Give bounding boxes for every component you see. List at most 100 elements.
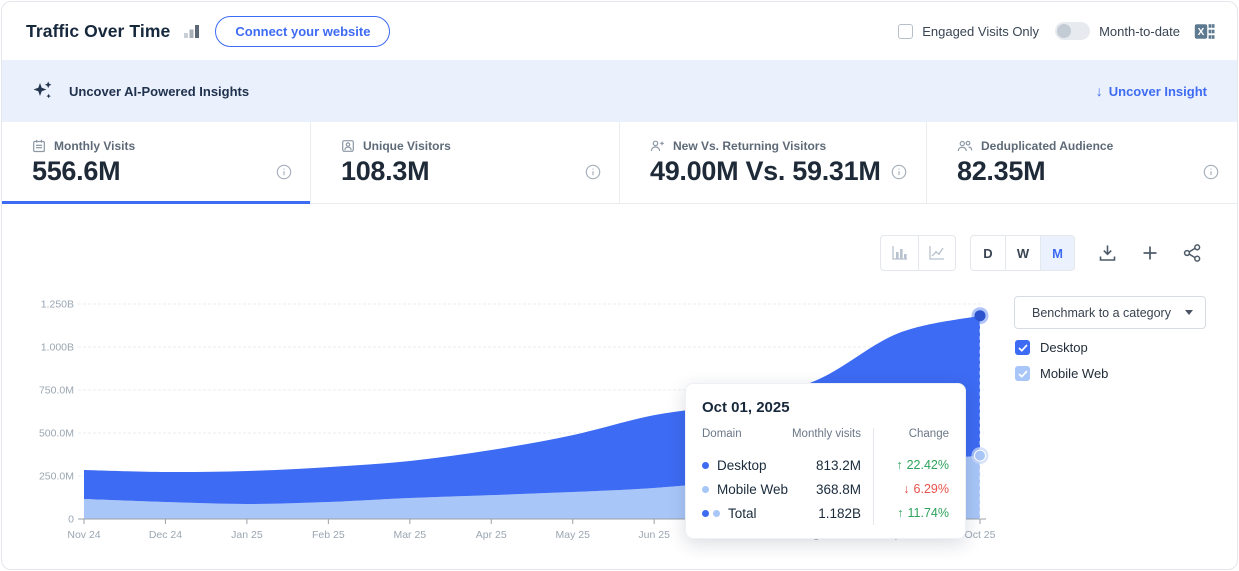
- chevron-down-icon: [1185, 310, 1193, 315]
- engaged-visits-label: Engaged Visits Only: [922, 23, 1040, 39]
- legend-label: Desktop: [1040, 340, 1088, 355]
- svg-text:Mar 25: Mar 25: [393, 529, 426, 541]
- svg-text:Feb 25: Feb 25: [312, 529, 345, 541]
- tooltip-row-name: Desktop: [717, 457, 767, 473]
- bar-chart-type-button[interactable]: [880, 235, 918, 271]
- legend-item-mobile-web[interactable]: Mobile Web: [1015, 365, 1108, 382]
- svg-text:Nov 24: Nov 24: [67, 529, 100, 541]
- svg-text:X: X: [1198, 27, 1205, 38]
- granularity-daily-button[interactable]: D: [970, 235, 1005, 271]
- tooltip-body: Domain Monthly visits Desktop 813.2M Mob…: [702, 428, 949, 525]
- user-plus-icon: [650, 139, 665, 153]
- metric-value: 108.3M: [341, 156, 430, 186]
- page-title: Traffic Over Time: [26, 20, 171, 41]
- toggle-knob: [1057, 24, 1072, 38]
- metric-label-row: Unique Visitors: [341, 139, 601, 153]
- line-chart-type-button[interactable]: [918, 235, 956, 271]
- metric-card-unique-visitors[interactable]: Unique Visitors 108.3M: [311, 122, 620, 203]
- tooltip-change-total: ↑ 11.74%: [897, 506, 949, 520]
- tooltip-change-mobile-web: ↓ 6.29%: [903, 482, 949, 496]
- svg-text:Oct 25: Oct 25: [965, 529, 996, 541]
- up-arrow-icon: ↑: [896, 458, 903, 472]
- tooltip-row-visits: 1.182B: [818, 505, 861, 521]
- metric-value-row: 108.3M: [341, 156, 601, 187]
- info-icon[interactable]: [276, 164, 292, 180]
- legend-label: Mobile Web: [1040, 366, 1109, 381]
- tooltip-col-change: Change: [908, 428, 949, 440]
- svg-text:Jun 25: Jun 25: [638, 529, 670, 541]
- svg-text:500.0M: 500.0M: [39, 428, 74, 440]
- header-right: Engaged Visits Only Month-to-date X: [898, 22, 1215, 41]
- tooltip-row-total: Total 1.182B: [702, 501, 861, 525]
- tooltip-col-domain: Domain: [702, 428, 742, 440]
- svg-text:0: 0: [68, 514, 74, 526]
- chart-section: D W M: [2, 204, 1237, 569]
- mobile-web-dot: [702, 485, 709, 493]
- down-arrow-icon: ↓: [903, 482, 910, 496]
- metric-value-row: 49.00M Vs. 59.31M: [650, 156, 908, 187]
- metric-card-new-vs-returning[interactable]: New Vs. Returning Visitors 49.00M Vs. 59…: [620, 122, 927, 203]
- metric-label-row: Deduplicated Audience: [957, 139, 1219, 153]
- engaged-visits-checkbox[interactable]: [898, 23, 914, 39]
- info-icon[interactable]: [1203, 164, 1219, 180]
- metric-label: New Vs. Returning Visitors: [673, 139, 827, 153]
- svg-text:250.0M: 250.0M: [39, 471, 74, 483]
- tooltip-row-desktop: Desktop 813.2M: [702, 453, 861, 477]
- chart-controls: D W M: [880, 235, 1203, 271]
- svg-text:1.250B: 1.250B: [41, 299, 74, 311]
- calendar-icon: [32, 139, 46, 153]
- metric-card-deduplicated-audience[interactable]: Deduplicated Audience 82.35M: [927, 122, 1237, 203]
- svg-text:Apr 25: Apr 25: [476, 529, 507, 541]
- month-to-date-label: Month-to-date: [1099, 23, 1180, 39]
- mobile-web-checkbox[interactable]: [1015, 366, 1030, 381]
- down-arrow-icon: ↓: [1095, 83, 1103, 99]
- desktop-dot: [702, 461, 709, 469]
- tooltip-row-visits: 813.2M: [815, 457, 861, 473]
- metric-value-row: 82.35M: [957, 156, 1219, 187]
- uncover-insight-link[interactable]: ↓ Uncover Insight: [1096, 83, 1207, 99]
- tooltip-row-mobile-web: Mobile Web 368.8M: [702, 477, 861, 501]
- metric-label: Deduplicated Audience: [981, 139, 1114, 153]
- connect-website-button[interactable]: Connect your website: [215, 15, 391, 47]
- info-icon[interactable]: [585, 164, 601, 180]
- svg-text:May 25: May 25: [556, 529, 591, 541]
- total-dots: [702, 509, 720, 517]
- svg-text:750.0M: 750.0M: [39, 385, 74, 397]
- metric-card-monthly-visits[interactable]: Monthly Visits 556.6M: [2, 122, 311, 204]
- chart-type-group: [880, 235, 956, 271]
- share-icon[interactable]: [1182, 243, 1203, 263]
- metric-value: 49.00M Vs. 59.31M: [650, 156, 881, 186]
- metric-label: Monthly Visits: [54, 139, 136, 153]
- tooltip-change-desktop: ↑ 22.42%: [896, 458, 949, 472]
- uncover-insight-label: Uncover Insight: [1108, 83, 1207, 99]
- granularity-segment: D W M: [970, 235, 1075, 271]
- svg-text:1.000B: 1.000B: [41, 342, 74, 354]
- metric-value-row: 556.6M: [32, 156, 292, 187]
- metric-value: 556.6M: [32, 156, 121, 186]
- plus-icon[interactable]: [1140, 243, 1160, 263]
- users-icon: [957, 139, 973, 153]
- tooltip-row-name: Mobile Web: [717, 481, 789, 497]
- metric-label: Unique Visitors: [363, 139, 451, 153]
- info-icon[interactable]: [891, 164, 907, 180]
- excel-export-icon[interactable]: X: [1194, 22, 1215, 41]
- tooltip-col-visits: Monthly visits: [791, 428, 861, 440]
- desktop-checkbox[interactable]: [1015, 340, 1030, 355]
- download-icon[interactable]: [1097, 243, 1118, 263]
- legend-item-desktop[interactable]: Desktop: [1015, 339, 1108, 356]
- up-arrow-icon: ↑: [897, 506, 904, 520]
- svg-text:Jan 25: Jan 25: [231, 529, 263, 541]
- granularity-monthly-button[interactable]: M: [1040, 235, 1075, 271]
- metric-value: 82.35M: [957, 156, 1046, 186]
- benchmark-category-dropdown[interactable]: Benchmark to a category: [1014, 296, 1206, 329]
- header: Traffic Over Time Connect your website E…: [2, 2, 1237, 60]
- chart-legend: Desktop Mobile Web: [1015, 339, 1108, 391]
- tooltip-date: Oct 01, 2025: [702, 399, 790, 416]
- chart-tooltip: Oct 01, 2025 Domain Monthly visits Deskt…: [685, 383, 966, 539]
- unique-visitor-icon: [341, 139, 355, 153]
- ai-insights-text: Uncover AI-Powered Insights: [69, 83, 250, 99]
- granularity-weekly-button[interactable]: W: [1005, 235, 1040, 271]
- bar-chart-icon: [183, 24, 200, 39]
- month-to-date-toggle[interactable]: [1055, 22, 1091, 40]
